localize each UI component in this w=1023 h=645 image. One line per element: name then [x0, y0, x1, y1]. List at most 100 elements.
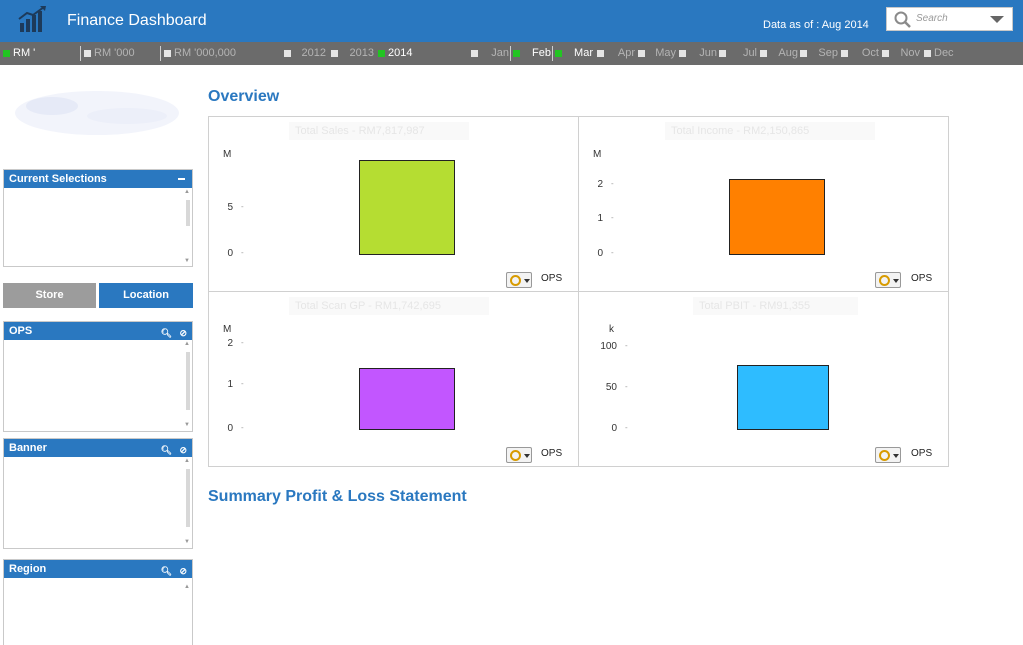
- cycle-dimension-icon[interactable]: [875, 447, 901, 463]
- filter-month-jun[interactable]: Jun: [679, 42, 719, 65]
- scroll-up-icon[interactable]: ▲: [184, 189, 190, 195]
- overview-title: Overview: [208, 88, 280, 105]
- y-tick-mark: -: [241, 248, 244, 257]
- chevron-down-icon: [893, 279, 899, 283]
- filter-month-apr[interactable]: Apr: [597, 42, 637, 65]
- chart-total-scan-gp: Total Scan GP - RM1,742,695 M 2-1-0- OPS: [209, 292, 579, 466]
- chart-total-pbit: Total PBIT - RM91,355 k 100-50-0- OPS: [579, 292, 948, 466]
- scroll-down-icon[interactable]: ▼: [184, 422, 190, 428]
- clear-selection-icon[interactable]: ⊘: [179, 566, 187, 576]
- filter-unit-rm[interactable]: RM ': [3, 42, 79, 65]
- checkbox-icon: [284, 50, 291, 57]
- axis-unit-label: k: [609, 324, 614, 335]
- filter-month-mar[interactable]: Mar: [555, 42, 595, 65]
- y-tick-label: 0: [611, 423, 617, 434]
- chart-title: Total Income - RM2,150,865: [665, 122, 875, 140]
- scroll-up-icon[interactable]: ▲: [184, 458, 190, 464]
- refresh-icon: [879, 450, 890, 461]
- axis-unit-label: M: [593, 149, 602, 160]
- header-bar: Finance Dashboard Data as of : Aug 2014 …: [0, 0, 1023, 42]
- y-tick-mark: -: [241, 202, 244, 211]
- checkbox-icon: [555, 50, 562, 57]
- checkbox-icon: [760, 50, 767, 57]
- scrollbar[interactable]: [186, 200, 190, 226]
- overview-chart-grid: Total Sales - RM7,817,987 M 5-0- OPS Total …: [208, 116, 949, 467]
- cycle-dimension-icon[interactable]: [506, 272, 532, 288]
- y-tick-mark: -: [241, 338, 244, 347]
- filter-month-dec[interactable]: Dec: [924, 42, 964, 65]
- ops-listbox: OPS 🔍︎ ⊘ ▲ ▼: [3, 321, 193, 432]
- scroll-down-icon[interactable]: ▼: [184, 258, 190, 264]
- bar-total-sales[interactable]: [359, 160, 455, 255]
- y-tick-mark: -: [241, 423, 244, 432]
- filter-year-2014[interactable]: 2014: [378, 42, 468, 65]
- search-icon[interactable]: 🔍︎: [160, 445, 172, 455]
- search-icon[interactable]: 🔍︎: [160, 566, 172, 576]
- chevron-down-icon: [893, 454, 899, 458]
- chevron-down-icon: [524, 279, 530, 283]
- y-tick-mark: -: [625, 341, 628, 350]
- data-asof-label: Data as of : Aug 2014: [763, 19, 869, 31]
- search-placeholder: Search: [916, 13, 948, 24]
- checkbox-icon: [331, 50, 338, 57]
- y-tick-label: 2: [597, 179, 603, 190]
- tab-location[interactable]: Location: [99, 283, 193, 308]
- cycle-dimension-icon[interactable]: [875, 272, 901, 288]
- filter-month-sep[interactable]: Sep: [800, 42, 840, 65]
- scroll-up-icon[interactable]: ▲: [184, 584, 190, 590]
- filter-month-aug[interactable]: Aug: [760, 42, 800, 65]
- y-tick-label: 50: [605, 382, 617, 393]
- bar-total-income[interactable]: [729, 179, 825, 255]
- filter-month-may[interactable]: May: [638, 42, 678, 65]
- cycle-dimension-icon[interactable]: [506, 447, 532, 463]
- checkbox-icon: [882, 50, 889, 57]
- dimension-label: OPS: [911, 273, 933, 284]
- filter-month-oct[interactable]: Oct: [841, 42, 881, 65]
- y-tick-mark: -: [611, 248, 614, 257]
- chevron-down-icon: [524, 454, 530, 458]
- bar-total-scan-gp[interactable]: [359, 368, 455, 430]
- bar-total-pbit[interactable]: [737, 365, 829, 430]
- chevron-down-icon[interactable]: [990, 16, 1004, 23]
- filter-month-jul[interactable]: Jul: [719, 42, 759, 65]
- y-tick-mark: -: [611, 213, 614, 222]
- chart-total-sales: Total Sales - RM7,817,987 M 5-0- OPS: [209, 117, 579, 292]
- dimension-label: OPS: [911, 448, 933, 459]
- y-tick-label: 5: [227, 202, 233, 213]
- checkbox-icon: [597, 50, 604, 57]
- checkbox-icon: [84, 50, 91, 57]
- bar-chart-logo-icon: [18, 6, 46, 32]
- filter-month-jan[interactable]: Jan: [471, 42, 511, 65]
- refresh-icon: [510, 450, 521, 461]
- app-title: Finance Dashboard: [67, 12, 207, 29]
- chart-title: Total Sales - RM7,817,987: [289, 122, 469, 140]
- refresh-icon: [510, 275, 521, 286]
- y-tick-label: 100: [600, 341, 617, 352]
- filter-month-feb[interactable]: Feb: [513, 42, 553, 65]
- y-tick-label: 0: [227, 423, 233, 434]
- filter-unit-rm-million[interactable]: RM '000,000: [164, 42, 279, 65]
- y-tick-label: 0: [597, 248, 603, 259]
- y-tick-mark: -: [611, 179, 614, 188]
- clear-selection-icon[interactable]: ⊘: [179, 445, 187, 455]
- y-tick-mark: -: [625, 382, 628, 391]
- current-selections-title: Current Selections: [9, 173, 107, 185]
- filter-year-2012[interactable]: 2012: [284, 42, 328, 65]
- filter-month-nov[interactable]: Nov: [882, 42, 922, 65]
- scroll-down-icon[interactable]: ▼: [184, 539, 190, 545]
- filter-unit-rm-thousand[interactable]: RM '000: [84, 42, 159, 65]
- chart-title: Total PBIT - RM91,355: [693, 297, 858, 315]
- banner-listbox: Banner 🔍︎ ⊘ ▲ ▼: [3, 438, 193, 549]
- y-tick-label: 1: [227, 379, 233, 390]
- search-box[interactable]: Search: [886, 7, 1013, 31]
- refresh-icon: [879, 275, 890, 286]
- scroll-up-icon[interactable]: ▲: [184, 341, 190, 347]
- scrollbar[interactable]: [186, 469, 190, 527]
- search-icon[interactable]: 🔍︎: [160, 328, 172, 338]
- clear-selection-icon[interactable]: ⊘: [179, 328, 187, 338]
- minimize-icon[interactable]: [178, 178, 185, 180]
- y-tick-label: 2: [227, 338, 233, 349]
- scrollbar[interactable]: [186, 352, 190, 410]
- filter-year-2013[interactable]: 2013: [331, 42, 376, 65]
- tab-store[interactable]: Store: [3, 283, 96, 308]
